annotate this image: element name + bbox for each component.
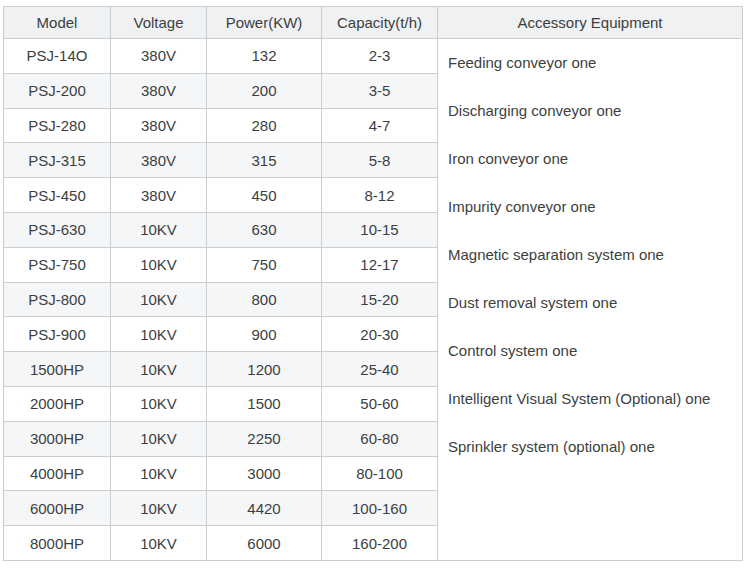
power-cell: 280: [207, 108, 322, 143]
power-cell: 800: [207, 282, 322, 317]
model-cell: 1500HP: [4, 352, 111, 387]
power-cell: 1200: [207, 352, 322, 387]
voltage-cell: 10KV: [111, 352, 207, 387]
accessory-item: Discharging conveyor one: [438, 87, 742, 135]
model-cell: 2000HP: [4, 386, 111, 421]
voltage-cell: 10KV: [111, 282, 207, 317]
power-cell: 4420: [207, 491, 322, 526]
model-cell: PSJ-315: [4, 143, 111, 178]
capacity-cell: 12-17: [322, 247, 438, 282]
model-cell: PSJ-280: [4, 108, 111, 143]
voltage-cell: 380V: [111, 73, 207, 108]
voltage-cell: 10KV: [111, 212, 207, 247]
power-cell: 3000: [207, 456, 322, 491]
accessory-item: Intelligent Visual System (Optional) one: [438, 374, 742, 422]
specification-table-container: Model Voltage Power(KW) Capacity(t/h) Ac…: [0, 0, 748, 568]
power-cell: 132: [207, 39, 322, 74]
capacity-cell: 15-20: [322, 282, 438, 317]
power-cell: 900: [207, 317, 322, 352]
voltage-cell: 380V: [111, 178, 207, 213]
accessory-equipment-cell: Feeding conveyor oneDischarging conveyor…: [438, 39, 743, 561]
voltage-cell: 380V: [111, 39, 207, 74]
model-cell: 3000HP: [4, 421, 111, 456]
capacity-cell: 80-100: [322, 456, 438, 491]
capacity-cell: 160-200: [322, 526, 438, 561]
accessory-item: Dust removal system one: [438, 278, 742, 326]
accessory-item: Iron conveyor one: [438, 135, 742, 183]
voltage-cell: 10KV: [111, 456, 207, 491]
capacity-cell: 5-8: [322, 143, 438, 178]
power-cell: 200: [207, 73, 322, 108]
voltage-cell: 10KV: [111, 386, 207, 421]
voltage-cell: 380V: [111, 143, 207, 178]
table-row: PSJ-14O380V1322-3Feeding conveyor oneDis…: [4, 39, 743, 74]
column-header-power: Power(KW): [207, 7, 322, 39]
voltage-cell: 10KV: [111, 526, 207, 561]
capacity-cell: 10-15: [322, 212, 438, 247]
voltage-cell: 380V: [111, 108, 207, 143]
accessory-item: Feeding conveyor one: [438, 39, 742, 87]
column-header-capacity: Capacity(t/h): [322, 7, 438, 39]
model-cell: 4000HP: [4, 456, 111, 491]
model-cell: 8000HP: [4, 526, 111, 561]
capacity-cell: 25-40: [322, 352, 438, 387]
capacity-cell: 20-30: [322, 317, 438, 352]
capacity-cell: 8-12: [322, 178, 438, 213]
power-cell: 315: [207, 143, 322, 178]
capacity-cell: 50-60: [322, 386, 438, 421]
table-header-row: Model Voltage Power(KW) Capacity(t/h) Ac…: [4, 7, 743, 39]
model-cell: PSJ-14O: [4, 39, 111, 74]
power-cell: 450: [207, 178, 322, 213]
column-header-accessory: Accessory Equipment: [438, 7, 743, 39]
model-cell: PSJ-630: [4, 212, 111, 247]
model-cell: PSJ-200: [4, 73, 111, 108]
voltage-cell: 10KV: [111, 247, 207, 282]
voltage-cell: 10KV: [111, 421, 207, 456]
capacity-cell: 3-5: [322, 73, 438, 108]
specification-table: Model Voltage Power(KW) Capacity(t/h) Ac…: [3, 6, 743, 561]
model-cell: PSJ-450: [4, 178, 111, 213]
model-cell: PSJ-900: [4, 317, 111, 352]
power-cell: 750: [207, 247, 322, 282]
power-cell: 6000: [207, 526, 322, 561]
model-cell: 6000HP: [4, 491, 111, 526]
power-cell: 630: [207, 212, 322, 247]
column-header-voltage: Voltage: [111, 7, 207, 39]
power-cell: 2250: [207, 421, 322, 456]
table-body: PSJ-14O380V1322-3Feeding conveyor oneDis…: [4, 39, 743, 561]
model-cell: PSJ-800: [4, 282, 111, 317]
voltage-cell: 10KV: [111, 317, 207, 352]
capacity-cell: 2-3: [322, 39, 438, 74]
power-cell: 1500: [207, 386, 322, 421]
model-cell: PSJ-750: [4, 247, 111, 282]
accessory-item: Impurity conveyor one: [438, 183, 742, 231]
column-header-model: Model: [4, 7, 111, 39]
capacity-cell: 100-160: [322, 491, 438, 526]
capacity-cell: 4-7: [322, 108, 438, 143]
accessory-item: Magnetic separation system one: [438, 231, 742, 279]
accessory-item: Control system one: [438, 326, 742, 374]
voltage-cell: 10KV: [111, 491, 207, 526]
capacity-cell: 60-80: [322, 421, 438, 456]
accessory-item: Sprinkler system (optional) one: [438, 422, 742, 470]
